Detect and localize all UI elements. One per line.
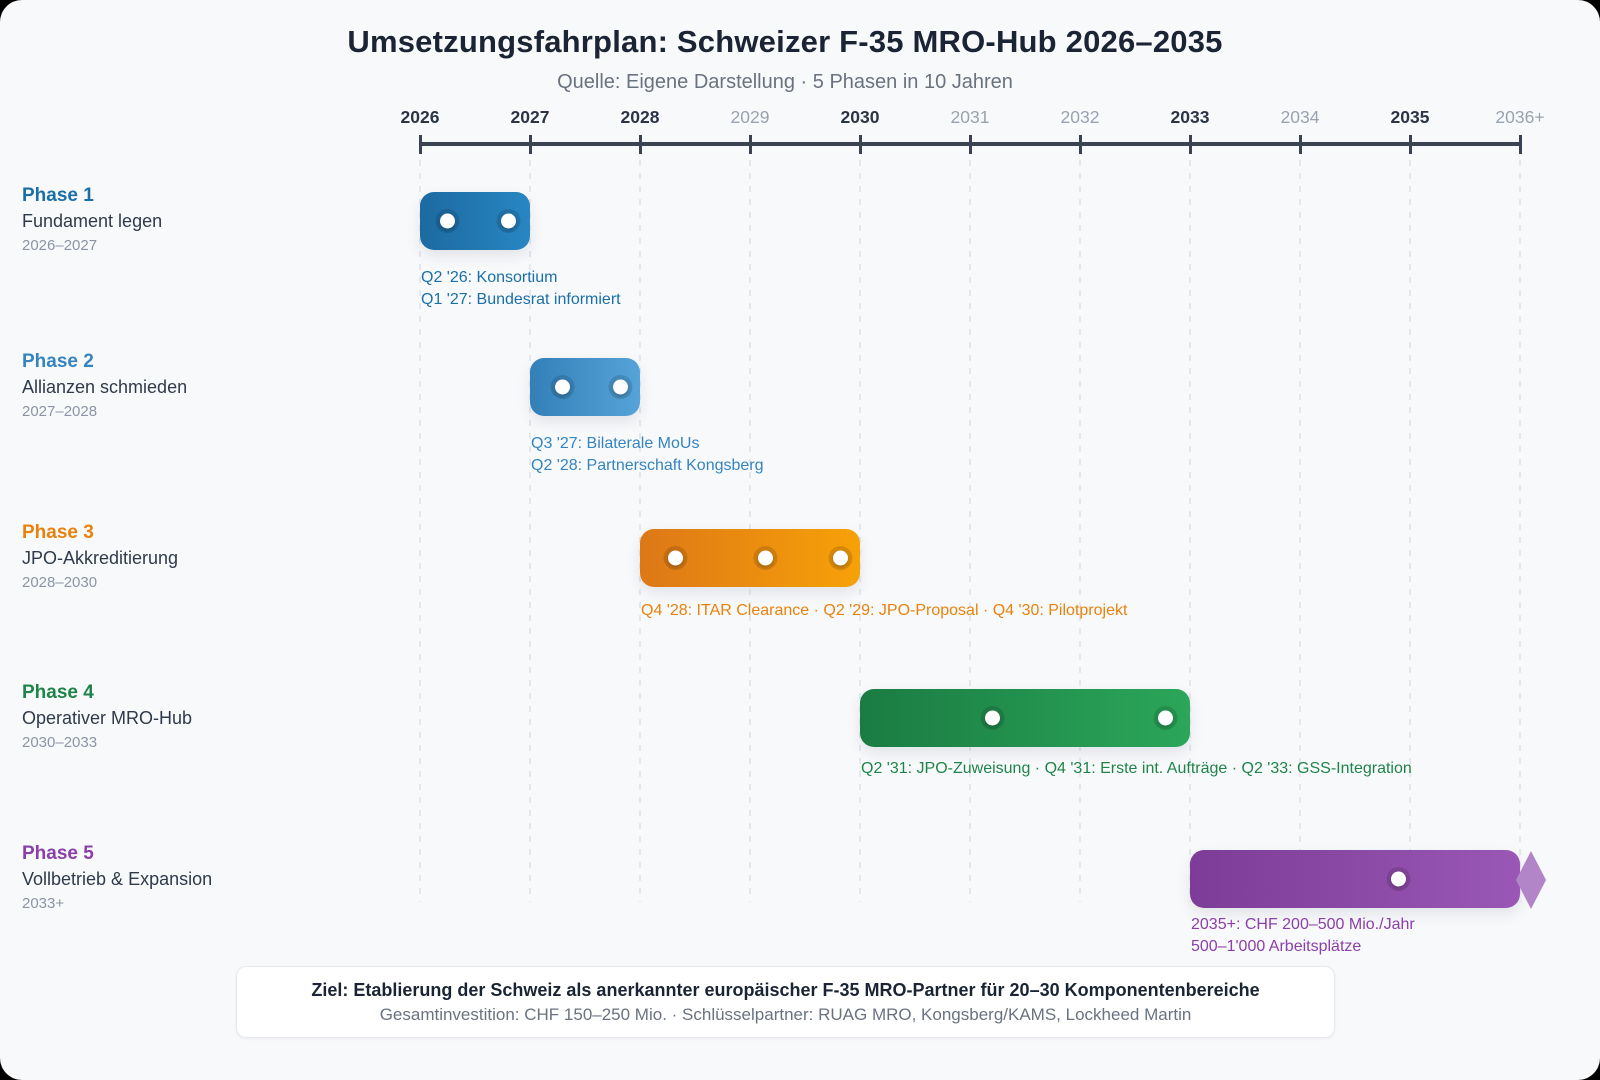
goal-box: Ziel: Etablierung der Schweiz als anerka…: [236, 966, 1335, 1038]
milestone-dot: [1390, 871, 1406, 887]
investment-line: Gesamtinvestition: CHF 150–250 Mio. · Sc…: [379, 1004, 1192, 1024]
axis-tick: [1078, 135, 1082, 154]
milestone-dot: [612, 379, 628, 395]
phase-2-title: Allianzen schmieden: [22, 377, 188, 397]
axis-year-label: 2027: [510, 107, 550, 127]
phase-1-bar: [420, 192, 530, 250]
axis-year-label: 2031: [950, 107, 990, 127]
phase-2-period: 2027–2028: [22, 403, 98, 420]
phase-5-label-block: Phase 5 Vollbetrieb & Expansion 2033+: [22, 841, 212, 915]
milestone-dot: [984, 710, 1000, 726]
axis-year-label: 2034: [1280, 107, 1320, 127]
phase-4-label-block: Phase 4 Operativer MRO-Hub 2030–2033: [22, 680, 192, 754]
milestone-note: Q3 '27: Bilaterale MoUs: [531, 435, 700, 452]
axis-year-label: 2035: [1390, 107, 1430, 127]
phase-1-name: Phase 1: [22, 185, 94, 206]
phase-1-title: Fundament legen: [22, 211, 163, 231]
phase-4-milestone-notes: Q2 '31: JPO-Zuweisung · Q4 '31: Erste in…: [861, 758, 1412, 780]
axis-tick: [1188, 135, 1192, 154]
axis-tick: [748, 135, 752, 154]
milestone-note: Q1 '27: Bundesrat informiert: [421, 290, 621, 308]
milestone-note: Q2 '31: JPO-Zuweisung · Q4 '31: Erste in…: [861, 760, 1412, 777]
axis-tick: [528, 135, 532, 154]
axis-year-label: 2033: [1170, 107, 1210, 127]
phase-3-period: 2028–2030: [22, 574, 98, 591]
gridline: [968, 160, 971, 902]
phase-1-period: 2026–2027: [22, 237, 98, 254]
gridline: [1518, 160, 1521, 902]
goal-line: Ziel: Etablierung der Schweiz als anerka…: [311, 979, 1260, 1000]
axis-tick: [858, 135, 862, 154]
axis-tick: [1298, 135, 1302, 154]
gridline: [1188, 160, 1191, 902]
axis-tick: [1408, 135, 1412, 154]
milestone-dot: [500, 213, 516, 229]
milestone-dot: [667, 550, 683, 566]
milestone-dot: [439, 213, 455, 229]
axis-year-label: 2032: [1060, 107, 1100, 127]
phase-3-name: Phase 3: [22, 522, 94, 543]
axis-tick: [968, 135, 972, 154]
axis-tick: [638, 135, 642, 154]
phase-5-milestone-notes: 2035+: CHF 200–500 Mio./Jahr 500–1'000 A…: [1191, 914, 1415, 957]
phase-5-bar: [1190, 850, 1520, 908]
phase-3-label-block: Phase 3 JPO-Akkreditierung 2028–2030: [22, 520, 178, 594]
milestone-dot: [554, 379, 570, 395]
milestone-dot: [757, 550, 773, 566]
axis-year-label: 2036+: [1495, 107, 1545, 127]
milestone-note: 2035+: CHF 200–500 Mio./Jahr: [1191, 916, 1415, 933]
gridline: [638, 160, 641, 902]
phase-2-milestone-notes: Q3 '27: Bilaterale MoUs Q2 '28: Partners…: [531, 433, 764, 476]
chart-subtitle: Quelle: Eigene Darstellung · 5 Phasen in…: [557, 71, 1013, 93]
milestone-dot: [1157, 710, 1173, 726]
phase-4-period: 2030–2033: [22, 734, 98, 751]
milestone-note: Q4 '28: ITAR Clearance · Q2 '29: JPO-Pro…: [641, 602, 1128, 619]
phase-5-name: Phase 5: [22, 843, 94, 864]
milestone-dot: [832, 550, 848, 566]
axis-year-label: 2028: [620, 107, 660, 127]
gridline: [858, 160, 861, 902]
phase-3-title: JPO-Akkreditierung: [22, 548, 179, 568]
axis-tick: [1518, 135, 1522, 154]
milestone-note: Q2 '28: Partnerschaft Kongsberg: [531, 456, 764, 474]
gridline: [1408, 160, 1411, 902]
milestone-note: Q2 '26: Konsortium: [421, 269, 558, 286]
gridline: [528, 160, 531, 902]
phase-2-name: Phase 2: [22, 351, 94, 372]
gridline: [1078, 160, 1081, 902]
axis-tick: [418, 135, 422, 154]
axis-year-label: 2030: [840, 107, 880, 127]
phase-3-milestone-notes: Q4 '28: ITAR Clearance · Q2 '29: JPO-Pro…: [641, 600, 1127, 622]
chart-title: Umsetzungsfahrplan: Schweizer F-35 MRO-H…: [347, 24, 1223, 59]
phase-3-bar: [640, 529, 860, 587]
milestone-note: 500–1'000 Arbeitsplätze: [1191, 937, 1362, 955]
phase-2-bar: [530, 358, 640, 416]
phase-5-title: Vollbetrieb & Expansion: [22, 869, 213, 889]
axis-year-label: 2026: [400, 107, 440, 127]
phase-4-title: Operativer MRO-Hub: [22, 708, 193, 728]
phase-2-label-block: Phase 2 Allianzen schmieden 2027–2028: [22, 349, 187, 423]
open-end-diamond-icon: [1516, 851, 1546, 909]
phase-4-name: Phase 4: [22, 682, 94, 703]
phase-4-bar: [860, 689, 1190, 747]
phase-1-label-block: Phase 1 Fundament legen 2026–2027: [22, 183, 162, 257]
phase-1-milestone-notes: Q2 '26: Konsortium Q1 '27: Bundesrat inf…: [421, 267, 621, 310]
axis-year-label: 2029: [730, 107, 770, 127]
phase-5-period: 2033+: [22, 895, 65, 912]
gridline: [418, 160, 421, 902]
gridline: [1298, 160, 1301, 902]
